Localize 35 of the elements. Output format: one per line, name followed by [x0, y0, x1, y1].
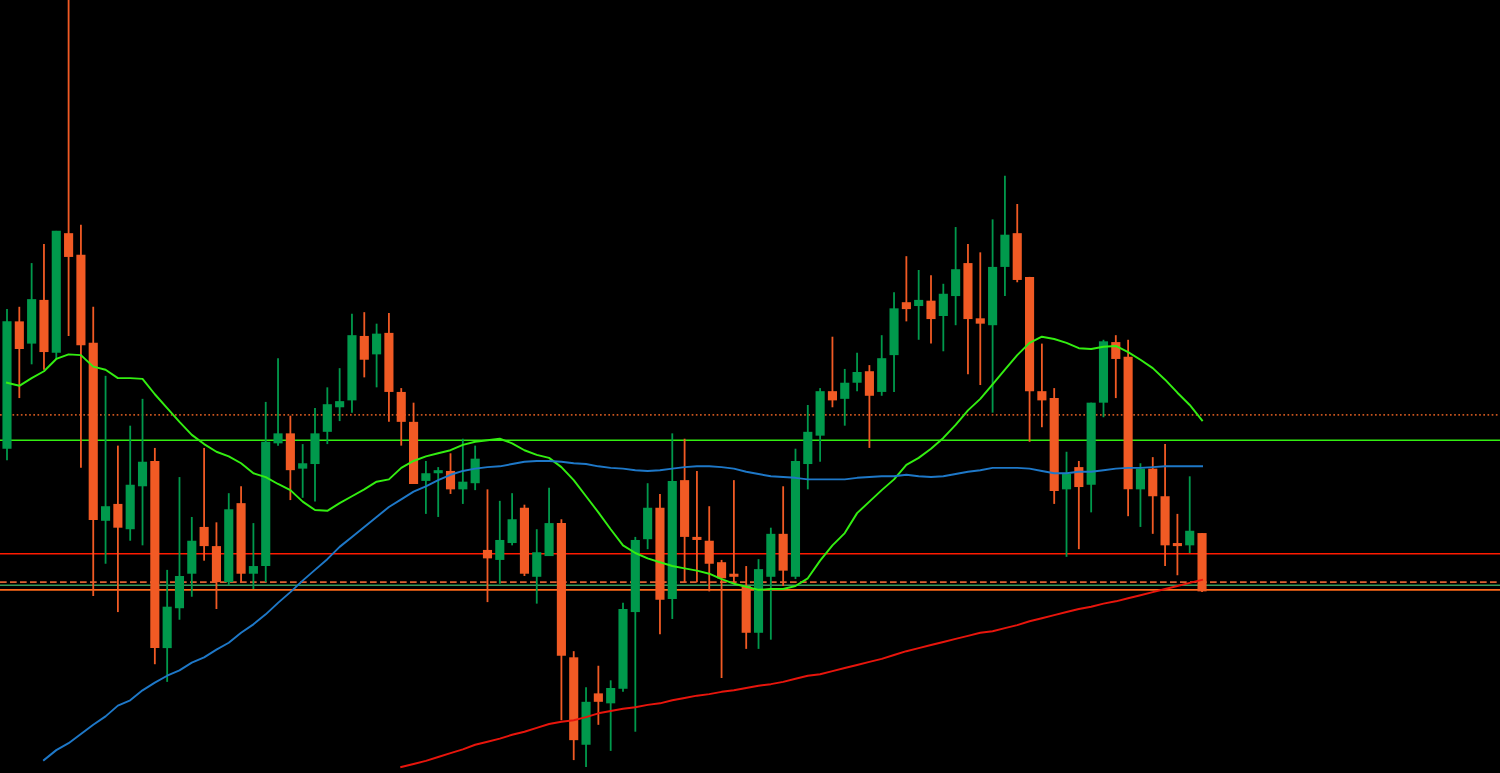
- candlestick: [827, 335, 837, 409]
- candlestick: [975, 251, 985, 386]
- candlestick: [729, 479, 739, 585]
- candlestick: [298, 443, 308, 499]
- candlestick: [482, 488, 493, 604]
- candlestick: [840, 368, 850, 427]
- candlestick: [914, 269, 924, 341]
- candlestick: [717, 559, 727, 679]
- candlestick: [113, 444, 123, 613]
- candlestick: [248, 522, 258, 590]
- candlestick: [433, 466, 443, 518]
- candlestick: [1061, 450, 1072, 558]
- candlestick: [606, 679, 616, 752]
- candlestick: [901, 255, 911, 323]
- candlestick: [1135, 462, 1145, 528]
- candlestick: [507, 492, 517, 547]
- candlestick: [704, 505, 714, 593]
- candlestick: [273, 357, 283, 447]
- candlestick: [372, 322, 382, 389]
- candlestick: [359, 311, 369, 379]
- candlestick: [852, 351, 862, 393]
- candlestick: [335, 367, 345, 422]
- candlestick: [1172, 512, 1182, 577]
- candlestick: [938, 282, 948, 353]
- candlestick: [495, 499, 505, 585]
- candlestick: [421, 460, 431, 515]
- candlestick: [692, 470, 702, 584]
- candlestick: [593, 664, 603, 726]
- candlestick: [101, 374, 111, 565]
- candlestick: [926, 274, 936, 345]
- candlestick: [64, 0, 74, 337]
- candlestick: [199, 447, 209, 562]
- candlestick: [458, 437, 468, 505]
- candlestick: [1037, 342, 1047, 429]
- candlestick: [1185, 475, 1195, 554]
